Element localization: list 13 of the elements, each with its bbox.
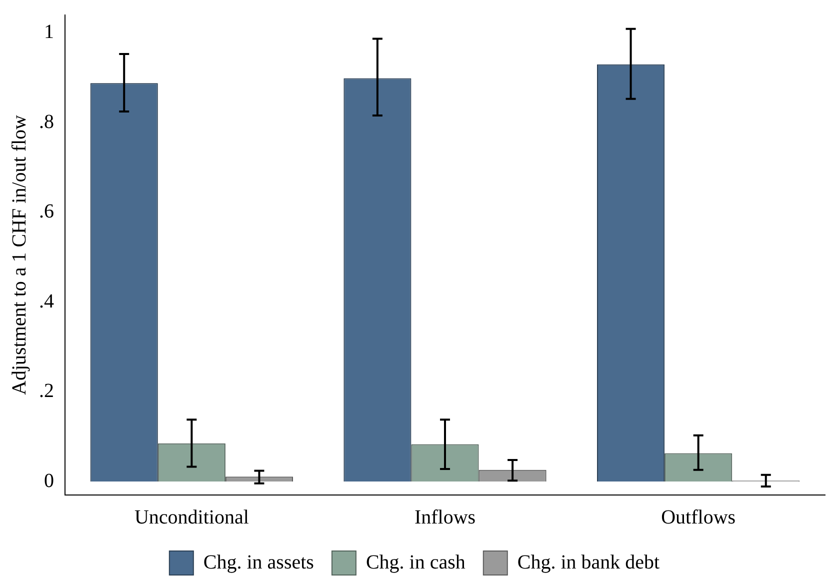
y-tick-label: .2 (39, 380, 54, 402)
x-tick-label: Unconditional (134, 506, 250, 528)
legend-label: Chg. in assets (203, 551, 314, 574)
legend-label: Chg. in bank debt (517, 551, 660, 574)
x-tick-label: Inflows (414, 506, 476, 528)
y-tick-label: .8 (39, 110, 54, 133)
legend-label: Chg. in cash (366, 551, 466, 574)
y-tick-label: 1 (44, 21, 54, 44)
y-tick-label: .6 (39, 200, 54, 223)
y-tick-label: .4 (39, 290, 54, 312)
x-tick-label: Outflows (661, 506, 736, 528)
y-tick-label: 0 (44, 470, 54, 492)
y-axis-title: Adjustment to a 1 CHF in/out flow (8, 114, 30, 395)
